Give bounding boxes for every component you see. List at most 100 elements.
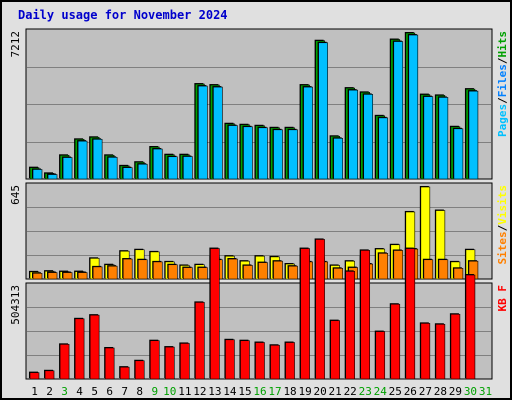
day-tick-label: 14 bbox=[223, 385, 237, 398]
day-tick-label: 25 bbox=[389, 385, 402, 398]
bar-kbytes-series0-day22 bbox=[345, 271, 355, 380]
day-tick-label: 1 bbox=[31, 385, 38, 398]
bar-hits-files-pages-series1-day1 bbox=[32, 169, 43, 180]
bar-hits-files-pages-series1-day18 bbox=[288, 129, 298, 180]
bar-sites-visits-series1-day4 bbox=[77, 272, 88, 280]
bar-hits-files-pages-series1-day9 bbox=[152, 148, 163, 180]
panel-legend: KB F bbox=[496, 285, 509, 312]
bar-kbytes-series0-day2 bbox=[44, 370, 55, 380]
legend-entry: Sites bbox=[496, 231, 509, 264]
legend-entry: KB F bbox=[496, 285, 509, 312]
axis-max-label: 504313 bbox=[9, 285, 22, 325]
chart-title: Daily usage for November 2024 bbox=[18, 8, 228, 22]
bar-hits-files-pages-series1-day11 bbox=[183, 156, 193, 180]
bar-hits-files-pages-series1-day24 bbox=[378, 117, 389, 180]
panel-legend: Pages/Files/Hits bbox=[496, 31, 509, 137]
bar-sites-visits-series1-day24 bbox=[378, 253, 389, 280]
legend-entry: / bbox=[496, 97, 509, 104]
bar-kbytes-series0-day23 bbox=[360, 250, 371, 380]
day-tick-label: 10 bbox=[163, 385, 176, 398]
bar-sites-visits-series1-day27 bbox=[423, 259, 434, 280]
bar-kbytes-series0-day21 bbox=[330, 320, 340, 380]
day-tick-label: 31 bbox=[479, 385, 492, 398]
bar-kbytes-series0-day9 bbox=[149, 340, 160, 380]
bar-sites-visits-series1-day25 bbox=[393, 250, 404, 280]
day-tick-label: 28 bbox=[434, 385, 447, 398]
day-tick-label: 4 bbox=[76, 385, 83, 398]
bar-kbytes-series0-day18 bbox=[285, 342, 295, 380]
bar-sites-visits-series1-day3 bbox=[62, 272, 73, 280]
day-tick-label: 23 bbox=[359, 385, 372, 398]
bar-hits-files-pages-series1-day7 bbox=[122, 167, 133, 180]
bar-sites-visits-series1-day2 bbox=[47, 272, 58, 280]
axis-max-label: 645 bbox=[9, 185, 22, 205]
bar-sites-visits-series1-day18 bbox=[288, 265, 298, 280]
bar-kbytes-series0-day17 bbox=[270, 344, 280, 380]
bar-kbytes-series0-day11 bbox=[180, 343, 190, 380]
day-tick-label: 29 bbox=[449, 385, 462, 398]
day-tick-label: 6 bbox=[106, 385, 113, 398]
bar-sites-visits-series1-day14 bbox=[228, 258, 238, 280]
bar-sites-visits-series1-day5 bbox=[92, 266, 103, 280]
bar-sites-visits-series1-day17 bbox=[273, 260, 283, 280]
bar-hits-files-pages-series1-day21 bbox=[333, 138, 343, 180]
day-tick-label: 15 bbox=[238, 385, 251, 398]
day-tick-label: 21 bbox=[329, 385, 342, 398]
day-tick-label: 2 bbox=[46, 385, 53, 398]
bar-hits-files-pages-series1-day27 bbox=[423, 96, 434, 180]
bar-hits-files-pages-series1-day29 bbox=[453, 128, 464, 180]
bar-hits-files-pages-series1-day2 bbox=[47, 174, 58, 180]
bar-kbytes-series0-day5 bbox=[89, 314, 100, 380]
bar-hits-files-pages-series1-day30 bbox=[468, 90, 479, 180]
legend-entry: Visits bbox=[496, 185, 509, 225]
day-tick-label: 22 bbox=[344, 385, 357, 398]
bar-kbytes-series0-day6 bbox=[104, 347, 115, 380]
bar-sites-visits-series1-day1 bbox=[32, 272, 43, 280]
bar-hits-files-pages-series1-day8 bbox=[137, 163, 148, 180]
bar-hits-files-pages-series1-day26 bbox=[408, 34, 419, 180]
bar-hits-files-pages-series1-day14 bbox=[228, 125, 238, 180]
bar-sites-visits-series1-day12 bbox=[198, 267, 208, 280]
bar-hits-files-pages-series1-day17 bbox=[273, 129, 283, 180]
day-tick-label: 13 bbox=[208, 385, 221, 398]
panel-legend: Sites/Visits bbox=[496, 185, 509, 265]
day-tick-label: 16 bbox=[253, 385, 266, 398]
bar-hits-files-pages-series1-day4 bbox=[77, 140, 88, 180]
bar-hits-files-pages-series1-day3 bbox=[62, 157, 73, 180]
day-tick-label: 26 bbox=[404, 385, 417, 398]
bar-kbytes-series0-day7 bbox=[119, 366, 130, 380]
bar-hits-files-pages-series1-day19 bbox=[303, 86, 313, 180]
bar-kbytes-series0-day8 bbox=[134, 360, 145, 380]
bar-kbytes-series0-day20 bbox=[315, 239, 325, 380]
day-tick-label: 18 bbox=[283, 385, 296, 398]
legend-entry: Files bbox=[496, 64, 509, 97]
bar-sites-visits-series1-day15 bbox=[243, 265, 253, 280]
bar-kbytes-series0-day12 bbox=[195, 302, 205, 380]
day-tick-label: 12 bbox=[193, 385, 206, 398]
bar-kbytes-series0-day27 bbox=[420, 323, 431, 380]
bar-kbytes-series0-day15 bbox=[240, 340, 250, 380]
bar-hits-files-pages-series1-day23 bbox=[363, 94, 374, 180]
bar-kbytes-series0-day3 bbox=[59, 344, 70, 380]
bar-hits-files-pages-series1-day16 bbox=[258, 127, 268, 180]
bar-kbytes-series0-day10 bbox=[164, 346, 175, 380]
day-tick-label: 11 bbox=[178, 385, 191, 398]
bar-hits-files-pages-series1-day5 bbox=[92, 139, 103, 180]
legend-entry: Hits bbox=[496, 31, 509, 58]
bar-kbytes-series0-day24 bbox=[375, 331, 386, 380]
bar-hits-files-pages-series1-day22 bbox=[348, 89, 358, 180]
bar-sites-visits-series1-day7 bbox=[122, 258, 133, 280]
bar-hits-files-pages-series1-day13 bbox=[213, 86, 223, 180]
day-tick-label: 7 bbox=[121, 385, 128, 398]
legend-entry: / bbox=[496, 57, 509, 64]
bar-sites-visits-series1-day9 bbox=[152, 261, 163, 280]
bar-sites-visits-series1-day21 bbox=[333, 268, 343, 280]
bar-sites-visits-series1-day6 bbox=[107, 265, 118, 280]
bar-kbytes-series0-day4 bbox=[74, 318, 85, 380]
bar-sites-visits-series1-day11 bbox=[183, 267, 193, 280]
legend-entry: / bbox=[496, 224, 509, 231]
bar-kbytes-series0-day29 bbox=[450, 313, 461, 380]
bar-sites-visits-series1-day28 bbox=[438, 259, 449, 280]
